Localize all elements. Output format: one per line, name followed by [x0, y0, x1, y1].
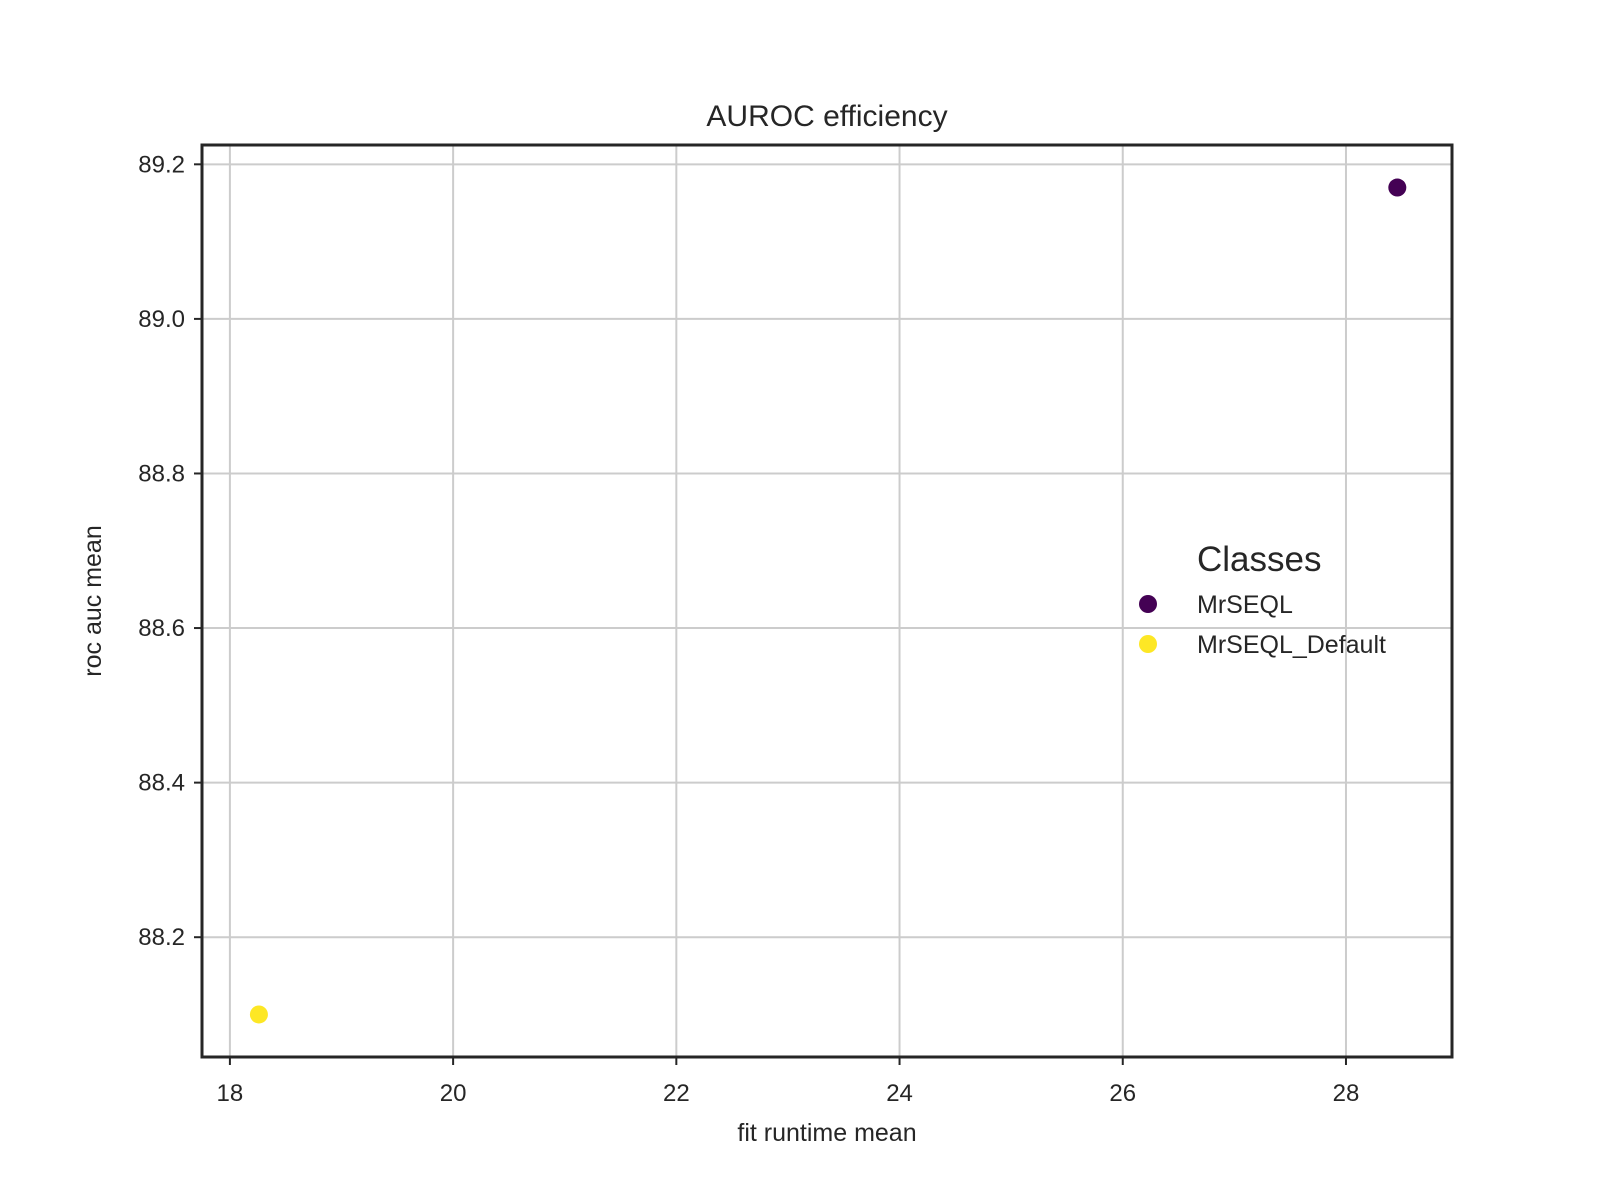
data-point [1388, 178, 1407, 197]
y-tick-label: 89.0 [138, 306, 185, 333]
x-axis-label: fit runtime mean [737, 1119, 916, 1147]
x-tick-label: 28 [1333, 1080, 1360, 1107]
x-tick-label: 26 [1109, 1080, 1136, 1107]
legend-title: Classes [1197, 540, 1321, 579]
grid-layer [202, 145, 1452, 1057]
data-point [249, 1005, 268, 1024]
legend-marker [1139, 595, 1157, 613]
y-axis-label: roc auc mean [79, 525, 107, 676]
y-tick-label: 88.8 [138, 460, 185, 487]
legend-marker [1139, 635, 1157, 653]
chart-title: AUROC efficiency [706, 100, 947, 133]
y-tick-label: 88.2 [138, 924, 185, 951]
legend-label: MrSEQL [1197, 591, 1293, 619]
y-tick-label: 88.4 [138, 770, 185, 797]
point-layer [249, 178, 1407, 1024]
x-tick-label: 20 [440, 1080, 467, 1107]
legend: Classes MrSEQL MrSEQL_Default [1139, 540, 1386, 659]
y-tick-label: 88.6 [138, 615, 185, 642]
legend-entries: MrSEQL MrSEQL_Default [1139, 591, 1386, 659]
tick-layer: 18 20 22 24 26 28 88.2 88.4 88.6 88.8 89.0 89.2 [138, 151, 1359, 1107]
y-tick-label: 89.2 [138, 151, 185, 178]
x-tick-label: 18 [217, 1080, 244, 1107]
x-tick-label: 24 [886, 1080, 913, 1107]
plot-frame [200, 143, 1454, 1059]
legend-label: MrSEQL_Default [1197, 631, 1386, 659]
x-tick-label: 22 [663, 1080, 690, 1107]
